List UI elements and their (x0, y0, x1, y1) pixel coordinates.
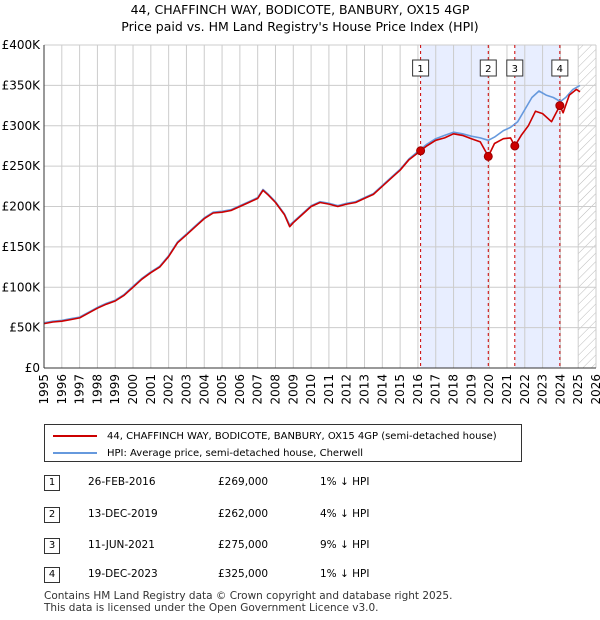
legend-label: HPI: Average price, semi-detached house,… (107, 447, 364, 459)
x-tick-label: 2026 (589, 374, 600, 405)
x-tick-label: 1997 (73, 374, 87, 405)
legend-item-hpi: HPI: Average price, semi-detached house,… (53, 445, 363, 461)
x-tick-label: 1999 (108, 374, 122, 405)
transaction-price: £262,000 (218, 508, 269, 520)
transaction-hpi-diff: 1% ↓ HPI (320, 476, 370, 488)
x-tick-label: 2023 (536, 374, 550, 405)
marker-label-box (506, 59, 524, 77)
transaction-date: 19-DEC-2023 (88, 568, 158, 580)
transaction-date: 11-JUN-2021 (88, 539, 155, 551)
y-tick-label: £350K (2, 78, 42, 92)
chart-title-line1: 44, CHAFFINCH WAY, BODICOTE, BANBURY, OX… (131, 2, 470, 17)
x-tick-label: 1998 (90, 374, 104, 405)
footer-attribution: Contains HM Land Registry data © Crown c… (44, 590, 452, 614)
x-tick-label: 2014 (375, 374, 389, 405)
x-tick-label: 2022 (518, 374, 532, 405)
transaction-date: 13-DEC-2019 (88, 508, 158, 520)
marker-label-box (412, 59, 430, 77)
x-tick-label: 2015 (393, 374, 407, 405)
transaction-hpi-diff: 1% ↓ HPI (320, 568, 370, 580)
footer-line: Contains HM Land Registry data © Crown c… (44, 590, 453, 602)
sale-point (483, 151, 493, 161)
x-tick-label: 2008 (268, 374, 282, 405)
marker-label: 3 (512, 64, 518, 75)
marker-label: 1 (417, 64, 423, 75)
marker-label-box (479, 59, 497, 77)
transaction-number-badge: 1 (44, 475, 60, 491)
x-tick-label: 2013 (358, 374, 372, 405)
marker-label: 2 (485, 64, 491, 75)
x-tick-label: 1995 (37, 374, 51, 405)
chart-title-line2: Price paid vs. HM Land Registry's House … (121, 19, 478, 34)
sale-point (416, 146, 426, 156)
y-tick-label: £150K (2, 240, 42, 254)
x-tick-label: 2016 (411, 374, 425, 405)
x-tick-label: 2004 (197, 374, 211, 405)
transaction-number-badge: 4 (44, 567, 60, 583)
x-tick-label: 2024 (553, 374, 567, 405)
x-tick-label: 2001 (144, 374, 158, 405)
series-line-price-paid (43, 88, 581, 325)
y-tick-label: £400K (2, 38, 42, 52)
x-tick-label: 2017 (429, 374, 443, 405)
x-tick-label: 1996 (55, 374, 69, 405)
transaction-hpi-diff: 9% ↓ HPI (320, 539, 370, 551)
x-tick-label: 2006 (233, 374, 247, 405)
y-tick-label: £300K (2, 119, 42, 133)
x-tick-label: 2005 (215, 374, 229, 405)
transaction-number-badge: 3 (44, 538, 60, 554)
y-tick-label: £0 (25, 361, 40, 375)
x-tick-label: 2020 (482, 374, 496, 405)
x-tick-label: 2000 (126, 374, 140, 405)
x-tick-label: 2021 (500, 374, 514, 405)
legend-label: 44, CHAFFINCH WAY, BODICOTE, BANBURY, OX… (107, 430, 497, 442)
sale-point (555, 101, 565, 111)
x-tick-label: 2003 (179, 374, 193, 405)
x-tick-label: 2018 (447, 374, 461, 405)
x-tick-label: 2009 (286, 374, 300, 405)
x-tick-label: 2002 (162, 374, 176, 405)
transaction-price: £269,000 (218, 476, 269, 488)
legend-swatch-blue (53, 452, 97, 454)
transaction-number-badge: 2 (44, 507, 60, 523)
marker-label: 4 (557, 64, 563, 75)
x-tick-label: 2010 (304, 374, 318, 405)
x-tick-label: 2019 (464, 374, 478, 405)
transaction-price: £325,000 (218, 568, 269, 580)
y-tick-label: £100K (2, 280, 42, 294)
x-tick-label: 2025 (571, 374, 585, 405)
x-tick-label: 2007 (251, 374, 265, 405)
marker-label-box (551, 59, 569, 77)
legend-item-price-paid: 44, CHAFFINCH WAY, BODICOTE, BANBURY, OX… (53, 428, 497, 444)
y-tick-label: £50K (9, 321, 41, 335)
x-tick-label: 2011 (322, 374, 336, 405)
sale-point (510, 141, 520, 151)
price-chart: 44, CHAFFINCH WAY, BODICOTE, BANBURY, OX… (2, 2, 600, 405)
transaction-date: 26-FEB-2016 (88, 476, 156, 488)
y-tick-label: £250K (2, 159, 42, 173)
legend-swatch-red (53, 435, 97, 437)
transaction-hpi-diff: 4% ↓ HPI (320, 508, 370, 520)
footer-line: This data is licensed under the Open Gov… (44, 602, 379, 614)
transaction-price: £275,000 (218, 539, 269, 551)
legend: 44, CHAFFINCH WAY, BODICOTE, BANBURY, OX… (44, 424, 522, 462)
x-tick-label: 2012 (340, 374, 354, 405)
y-tick-label: £200K (2, 200, 42, 214)
